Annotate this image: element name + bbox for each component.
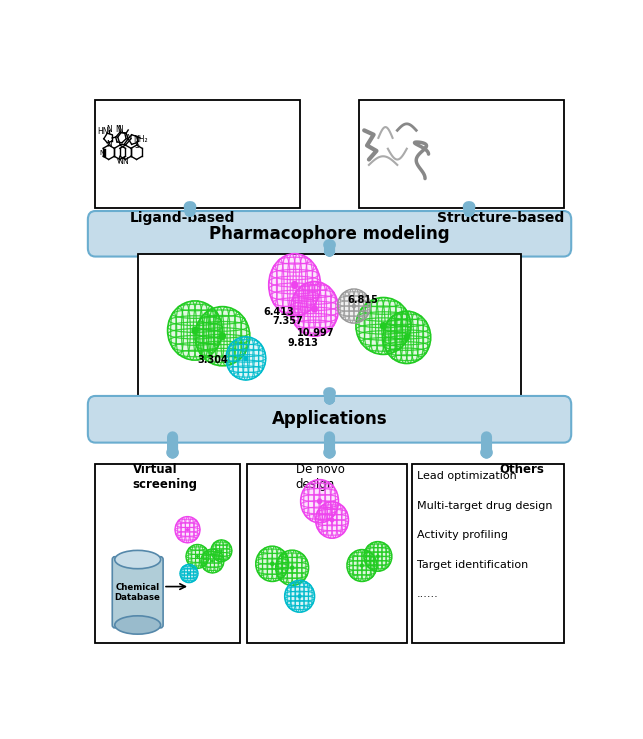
Circle shape — [211, 559, 214, 562]
Text: Lead optimization: Lead optimization — [417, 471, 516, 481]
Ellipse shape — [364, 542, 392, 571]
Ellipse shape — [201, 549, 224, 573]
Circle shape — [311, 305, 318, 313]
FancyBboxPatch shape — [88, 396, 571, 443]
Ellipse shape — [195, 307, 249, 366]
Text: N: N — [107, 126, 113, 134]
Circle shape — [317, 498, 322, 504]
Circle shape — [188, 572, 190, 575]
Ellipse shape — [256, 546, 289, 582]
Text: 6.413: 6.413 — [264, 307, 294, 317]
Ellipse shape — [301, 480, 338, 523]
Text: N: N — [106, 140, 111, 149]
Text: De novo
design: De novo design — [296, 463, 345, 491]
Text: Chemical
Database: Chemical Database — [114, 582, 161, 602]
Ellipse shape — [383, 311, 431, 364]
Circle shape — [196, 555, 199, 558]
Ellipse shape — [285, 580, 314, 612]
Ellipse shape — [114, 616, 161, 634]
FancyBboxPatch shape — [412, 464, 564, 644]
FancyBboxPatch shape — [359, 100, 564, 208]
Ellipse shape — [291, 282, 338, 336]
FancyBboxPatch shape — [95, 464, 240, 644]
Text: Multi-target drug design: Multi-target drug design — [417, 500, 552, 511]
Text: ......: ...... — [417, 590, 439, 599]
Circle shape — [376, 554, 379, 559]
Ellipse shape — [338, 289, 370, 323]
Text: Others: Others — [499, 463, 544, 475]
Text: Pharmacophore modeling: Pharmacophore modeling — [209, 225, 450, 243]
Circle shape — [220, 549, 222, 552]
Text: N: N — [115, 126, 121, 134]
Text: S: S — [134, 140, 139, 149]
Circle shape — [270, 562, 275, 566]
FancyBboxPatch shape — [248, 464, 407, 644]
Ellipse shape — [175, 517, 200, 542]
Circle shape — [219, 332, 226, 341]
Ellipse shape — [356, 298, 411, 355]
Ellipse shape — [186, 545, 209, 568]
Text: N: N — [123, 157, 129, 166]
Circle shape — [192, 327, 199, 335]
Ellipse shape — [211, 540, 232, 562]
Circle shape — [352, 304, 356, 308]
Circle shape — [290, 565, 294, 571]
Text: N: N — [100, 150, 105, 156]
Circle shape — [404, 334, 410, 341]
Text: N: N — [117, 157, 123, 166]
Circle shape — [380, 322, 387, 330]
Text: HN: HN — [97, 127, 109, 136]
Text: 9.813: 9.813 — [287, 338, 318, 348]
Ellipse shape — [226, 337, 266, 380]
Text: NH₂: NH₂ — [132, 135, 147, 144]
Text: Target identification: Target identification — [417, 560, 528, 570]
Ellipse shape — [180, 565, 198, 582]
Ellipse shape — [316, 502, 349, 538]
FancyBboxPatch shape — [88, 211, 571, 256]
FancyBboxPatch shape — [113, 556, 163, 628]
Text: N: N — [126, 134, 132, 140]
Ellipse shape — [269, 253, 321, 316]
Text: Applications: Applications — [272, 410, 387, 429]
Text: 7.357: 7.357 — [272, 316, 303, 326]
Circle shape — [360, 563, 364, 568]
Circle shape — [298, 594, 302, 599]
Text: Structure-based: Structure-based — [437, 211, 564, 225]
Circle shape — [186, 528, 189, 531]
Ellipse shape — [347, 550, 377, 582]
Text: 3.304: 3.304 — [197, 355, 228, 365]
Ellipse shape — [114, 551, 161, 569]
Text: N: N — [118, 126, 123, 134]
Text: 10.997: 10.997 — [297, 328, 334, 338]
Text: Virtual
screening: Virtual screening — [132, 463, 197, 491]
FancyBboxPatch shape — [138, 253, 521, 396]
Ellipse shape — [168, 301, 222, 360]
Ellipse shape — [276, 550, 309, 585]
Text: Ligand-based: Ligand-based — [130, 211, 235, 225]
Circle shape — [291, 281, 298, 289]
Circle shape — [330, 517, 334, 522]
Circle shape — [243, 355, 248, 361]
Text: Activity profiling: Activity profiling — [417, 531, 508, 540]
Text: 6.815: 6.815 — [347, 296, 378, 305]
FancyBboxPatch shape — [95, 100, 300, 208]
Text: v: v — [117, 158, 122, 164]
